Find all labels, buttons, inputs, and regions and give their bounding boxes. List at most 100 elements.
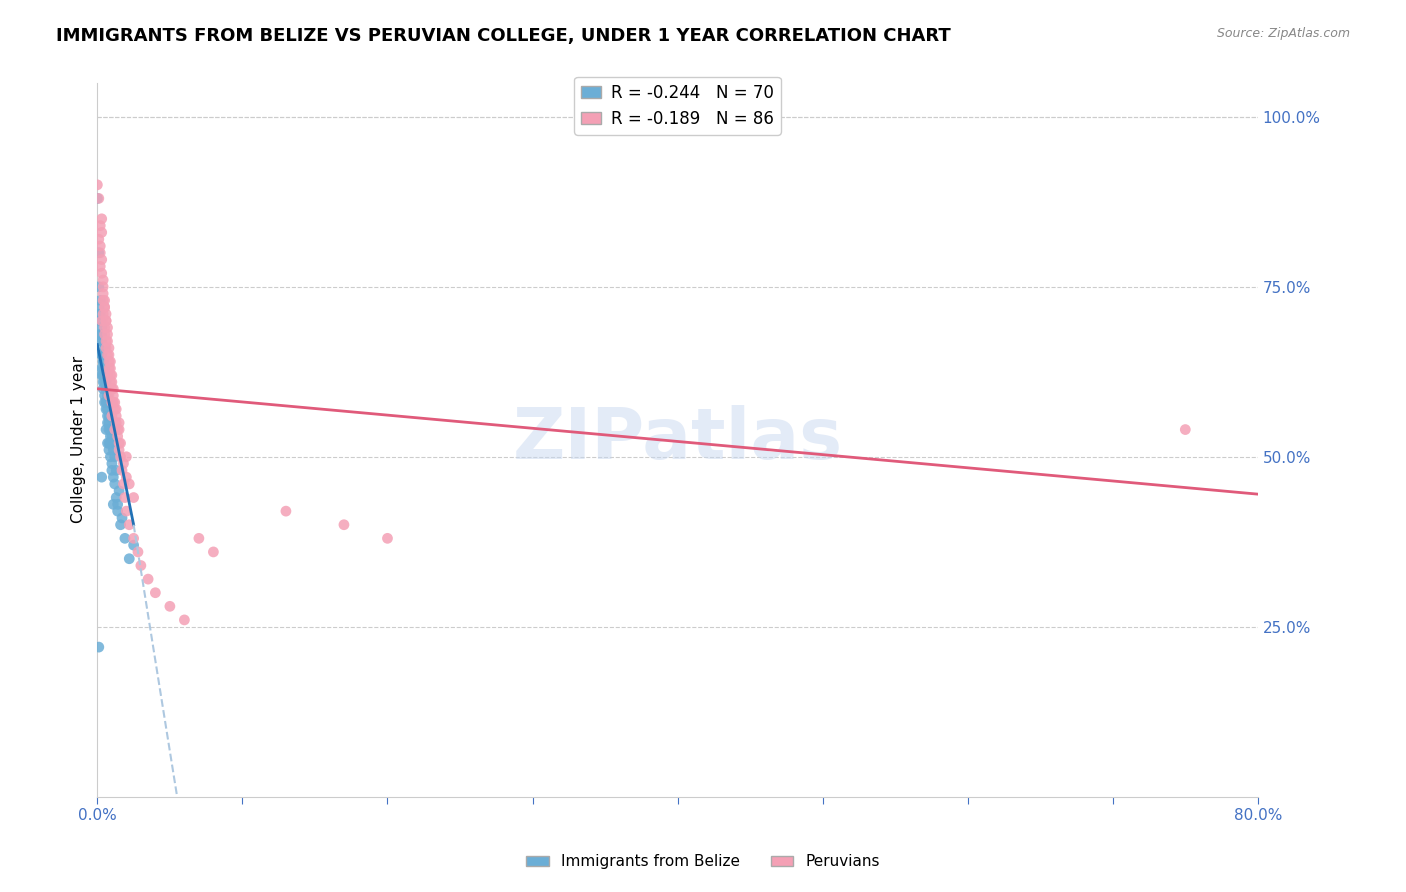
Point [96, 348, 118, 362]
Point [104, 477, 127, 491]
Point [94, 382, 117, 396]
Point [91, 368, 114, 383]
Point [110, 450, 132, 464]
Point [105, 402, 128, 417]
Point [103, 497, 125, 511]
Point [100, 375, 122, 389]
Point [333, 517, 356, 532]
Point [145, 585, 167, 599]
Point [90, 314, 112, 328]
Point [159, 599, 181, 614]
Point [91, 280, 114, 294]
Point [91, 368, 114, 383]
Point [104, 423, 127, 437]
Point [90, 266, 112, 280]
Point [100, 368, 122, 383]
Point [108, 483, 131, 498]
Point [87, 280, 110, 294]
Point [89, 293, 111, 308]
Point [105, 416, 128, 430]
Point [90, 361, 112, 376]
Point [103, 382, 125, 396]
Point [91, 273, 114, 287]
Point [103, 395, 125, 409]
Point [105, 463, 128, 477]
Point [187, 532, 209, 546]
Point [96, 368, 118, 383]
Point [96, 327, 118, 342]
Point [110, 436, 132, 450]
Point [122, 491, 145, 505]
Point [97, 409, 120, 423]
Point [101, 429, 124, 443]
Point [122, 538, 145, 552]
Point [111, 463, 134, 477]
Point [86, 191, 108, 205]
Point [93, 375, 115, 389]
Point [118, 551, 141, 566]
Point [93, 300, 115, 314]
Point [103, 388, 125, 402]
Point [129, 558, 152, 573]
Point [94, 375, 117, 389]
Point [107, 429, 129, 443]
Point [118, 517, 141, 532]
Point [94, 341, 117, 355]
Point [90, 320, 112, 334]
Point [87, 640, 110, 654]
Point [105, 409, 128, 423]
Point [115, 450, 138, 464]
Text: IMMIGRANTS FROM BELIZE VS PERUVIAN COLLEGE, UNDER 1 YEAR CORRELATION CHART: IMMIGRANTS FROM BELIZE VS PERUVIAN COLLE… [56, 27, 950, 45]
Point [136, 572, 159, 586]
Point [97, 354, 120, 368]
Point [87, 232, 110, 246]
Point [97, 423, 120, 437]
Point [90, 368, 112, 383]
Point [115, 504, 138, 518]
Point [101, 382, 124, 396]
Point [100, 450, 122, 464]
Point [97, 361, 120, 376]
Point [104, 395, 127, 409]
Point [94, 423, 117, 437]
Point [86, 178, 108, 192]
Point [114, 491, 136, 505]
Point [101, 409, 124, 423]
Point [108, 442, 131, 457]
Point [96, 402, 118, 417]
Point [111, 511, 134, 525]
Point [100, 361, 122, 376]
Point [89, 314, 111, 328]
Point [89, 245, 111, 260]
Y-axis label: College, Under 1 year: College, Under 1 year [72, 356, 86, 524]
Point [89, 327, 111, 342]
Point [97, 436, 120, 450]
Point [96, 395, 118, 409]
Point [97, 416, 120, 430]
Point [94, 307, 117, 321]
Point [96, 436, 118, 450]
Point [108, 423, 131, 437]
Point [93, 368, 115, 383]
Point [114, 532, 136, 546]
Text: Source: ZipAtlas.com: Source: ZipAtlas.com [1216, 27, 1350, 40]
Point [94, 314, 117, 328]
Point [96, 320, 118, 334]
Point [101, 457, 124, 471]
Point [87, 191, 110, 205]
Point [89, 239, 111, 253]
Point [93, 300, 115, 314]
Point [90, 327, 112, 342]
Point [101, 463, 124, 477]
Point [91, 361, 114, 376]
Point [115, 470, 138, 484]
Point [103, 442, 125, 457]
Point [90, 211, 112, 226]
Point [1174, 423, 1197, 437]
Point [96, 388, 118, 402]
Point [110, 517, 132, 532]
Point [112, 457, 135, 471]
Point [91, 293, 114, 308]
Point [118, 477, 141, 491]
Point [90, 348, 112, 362]
